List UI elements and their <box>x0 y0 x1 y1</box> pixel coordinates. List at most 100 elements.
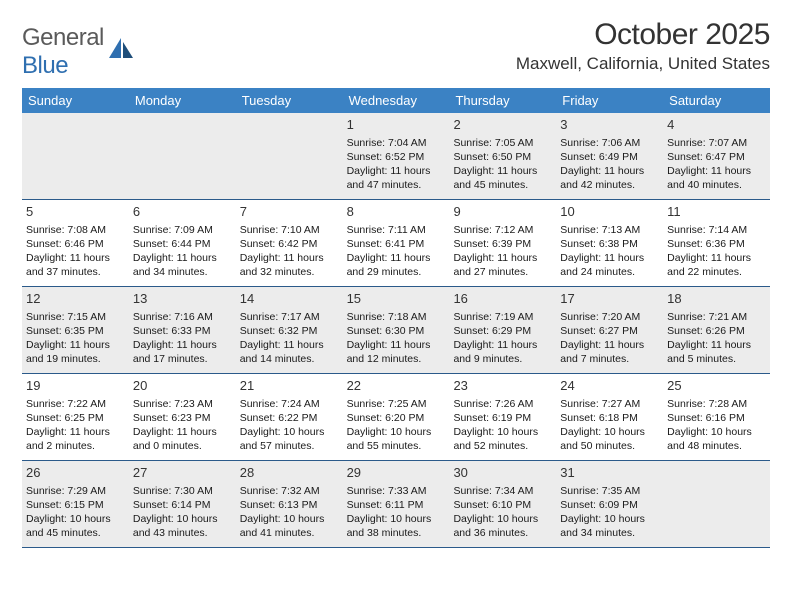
day-number: 8 <box>347 203 446 221</box>
sunrise-text: Sunrise: 7:11 AM <box>347 223 446 237</box>
sunset-text: Sunset: 6:15 PM <box>26 498 125 512</box>
daylight-text: Daylight: 11 hours <box>240 251 339 265</box>
sunrise-text: Sunrise: 7:15 AM <box>26 310 125 324</box>
sunset-text: Sunset: 6:52 PM <box>347 150 446 164</box>
sunset-text: Sunset: 6:35 PM <box>26 324 125 338</box>
sunset-text: Sunset: 6:11 PM <box>347 498 446 512</box>
sunrise-text: Sunrise: 7:17 AM <box>240 310 339 324</box>
day-number: 27 <box>133 464 232 482</box>
logo-blue: Blue <box>22 52 68 79</box>
daylight-text: and 38 minutes. <box>347 526 446 540</box>
sunset-text: Sunset: 6:22 PM <box>240 411 339 425</box>
sunset-text: Sunset: 6:39 PM <box>453 237 552 251</box>
sunset-text: Sunset: 6:33 PM <box>133 324 232 338</box>
day-number: 6 <box>133 203 232 221</box>
daylight-text: and 34 minutes. <box>560 526 659 540</box>
daylight-text: and 55 minutes. <box>347 439 446 453</box>
day-cell: 3Sunrise: 7:06 AMSunset: 6:49 PMDaylight… <box>556 113 663 199</box>
day-number: 13 <box>133 290 232 308</box>
weekday-header: Wednesday <box>343 88 450 113</box>
sunrise-text: Sunrise: 7:05 AM <box>453 136 552 150</box>
day-cell: 25Sunrise: 7:28 AMSunset: 6:16 PMDayligh… <box>663 374 770 460</box>
sunrise-text: Sunrise: 7:07 AM <box>667 136 766 150</box>
day-cell: 14Sunrise: 7:17 AMSunset: 6:32 PMDayligh… <box>236 287 343 373</box>
day-cell: 9Sunrise: 7:12 AMSunset: 6:39 PMDaylight… <box>449 200 556 286</box>
sunrise-text: Sunrise: 7:08 AM <box>26 223 125 237</box>
daylight-text: Daylight: 10 hours <box>347 512 446 526</box>
daylight-text: Daylight: 11 hours <box>560 164 659 178</box>
day-cell: 10Sunrise: 7:13 AMSunset: 6:38 PMDayligh… <box>556 200 663 286</box>
day-cell: 23Sunrise: 7:26 AMSunset: 6:19 PMDayligh… <box>449 374 556 460</box>
weekday-header: Thursday <box>449 88 556 113</box>
daylight-text: and 40 minutes. <box>667 178 766 192</box>
day-cell: 19Sunrise: 7:22 AMSunset: 6:25 PMDayligh… <box>22 374 129 460</box>
day-cell: 4Sunrise: 7:07 AMSunset: 6:47 PMDaylight… <box>663 113 770 199</box>
day-number: 3 <box>560 116 659 134</box>
day-number: 21 <box>240 377 339 395</box>
sunrise-text: Sunrise: 7:24 AM <box>240 397 339 411</box>
sunset-text: Sunset: 6:49 PM <box>560 150 659 164</box>
day-number: 28 <box>240 464 339 482</box>
daylight-text: and 22 minutes. <box>667 265 766 279</box>
daylight-text: and 27 minutes. <box>453 265 552 279</box>
sunset-text: Sunset: 6:42 PM <box>240 237 339 251</box>
sunrise-text: Sunrise: 7:28 AM <box>667 397 766 411</box>
day-number: 12 <box>26 290 125 308</box>
week-row: 12Sunrise: 7:15 AMSunset: 6:35 PMDayligh… <box>22 287 770 374</box>
day-cell: 26Sunrise: 7:29 AMSunset: 6:15 PMDayligh… <box>22 461 129 547</box>
day-number: 17 <box>560 290 659 308</box>
sunset-text: Sunset: 6:32 PM <box>240 324 339 338</box>
day-cell: 2Sunrise: 7:05 AMSunset: 6:50 PMDaylight… <box>449 113 556 199</box>
sunset-text: Sunset: 6:41 PM <box>347 237 446 251</box>
daylight-text: and 29 minutes. <box>347 265 446 279</box>
daylight-text: Daylight: 11 hours <box>26 251 125 265</box>
day-number: 19 <box>26 377 125 395</box>
calendar: SundayMondayTuesdayWednesdayThursdayFrid… <box>22 88 770 548</box>
daylight-text: Daylight: 10 hours <box>240 512 339 526</box>
sunset-text: Sunset: 6:13 PM <box>240 498 339 512</box>
daylight-text: Daylight: 11 hours <box>667 338 766 352</box>
daylight-text: Daylight: 11 hours <box>133 425 232 439</box>
week-row: 26Sunrise: 7:29 AMSunset: 6:15 PMDayligh… <box>22 461 770 548</box>
week-row: 5Sunrise: 7:08 AMSunset: 6:46 PMDaylight… <box>22 200 770 287</box>
day-cell: 16Sunrise: 7:19 AMSunset: 6:29 PMDayligh… <box>449 287 556 373</box>
daylight-text: Daylight: 10 hours <box>453 425 552 439</box>
day-cell: 27Sunrise: 7:30 AMSunset: 6:14 PMDayligh… <box>129 461 236 547</box>
daylight-text: Daylight: 11 hours <box>453 251 552 265</box>
daylight-text: Daylight: 11 hours <box>667 251 766 265</box>
sunset-text: Sunset: 6:20 PM <box>347 411 446 425</box>
day-cell: 12 Sunrise: 7:15 AMSunset: 6:35 PMDayligh… <box>22 287 129 373</box>
daylight-text: and 45 minutes. <box>453 178 552 192</box>
sunset-text: Sunset: 6:25 PM <box>26 411 125 425</box>
day-cell: 31Sunrise: 7:35 AMSunset: 6:09 PMDayligh… <box>556 461 663 547</box>
daylight-text: Daylight: 10 hours <box>560 512 659 526</box>
sunset-text: Sunset: 6:47 PM <box>667 150 766 164</box>
sunset-text: Sunset: 6:30 PM <box>347 324 446 338</box>
day-number: 22 <box>347 377 446 395</box>
day-number: 5 <box>26 203 125 221</box>
daylight-text: Daylight: 11 hours <box>133 338 232 352</box>
daylight-text: and 36 minutes. <box>453 526 552 540</box>
daylight-text: and 45 minutes. <box>26 526 125 540</box>
logo-text: General Blue <box>22 24 104 80</box>
daylight-text: Daylight: 11 hours <box>560 251 659 265</box>
sunset-text: Sunset: 6:26 PM <box>667 324 766 338</box>
weekday-header: Sunday <box>22 88 129 113</box>
daylight-text: Daylight: 11 hours <box>453 164 552 178</box>
sunrise-text: Sunrise: 7:32 AM <box>240 484 339 498</box>
day-number: 1 <box>347 116 446 134</box>
daylight-text: Daylight: 11 hours <box>26 338 125 352</box>
daylight-text: Daylight: 10 hours <box>240 425 339 439</box>
day-number: 10 <box>560 203 659 221</box>
daylight-text: and 41 minutes. <box>240 526 339 540</box>
daylight-text: Daylight: 10 hours <box>133 512 232 526</box>
sunrise-text: Sunrise: 7:13 AM <box>560 223 659 237</box>
sunset-text: Sunset: 6:27 PM <box>560 324 659 338</box>
day-cell: 24Sunrise: 7:27 AMSunset: 6:18 PMDayligh… <box>556 374 663 460</box>
day-cell <box>236 113 343 199</box>
day-number: 11 <box>667 203 766 221</box>
daylight-text: and 14 minutes. <box>240 352 339 366</box>
day-number: 23 <box>453 377 552 395</box>
daylight-text: and 19 minutes. <box>26 352 125 366</box>
daylight-text: and 34 minutes. <box>133 265 232 279</box>
